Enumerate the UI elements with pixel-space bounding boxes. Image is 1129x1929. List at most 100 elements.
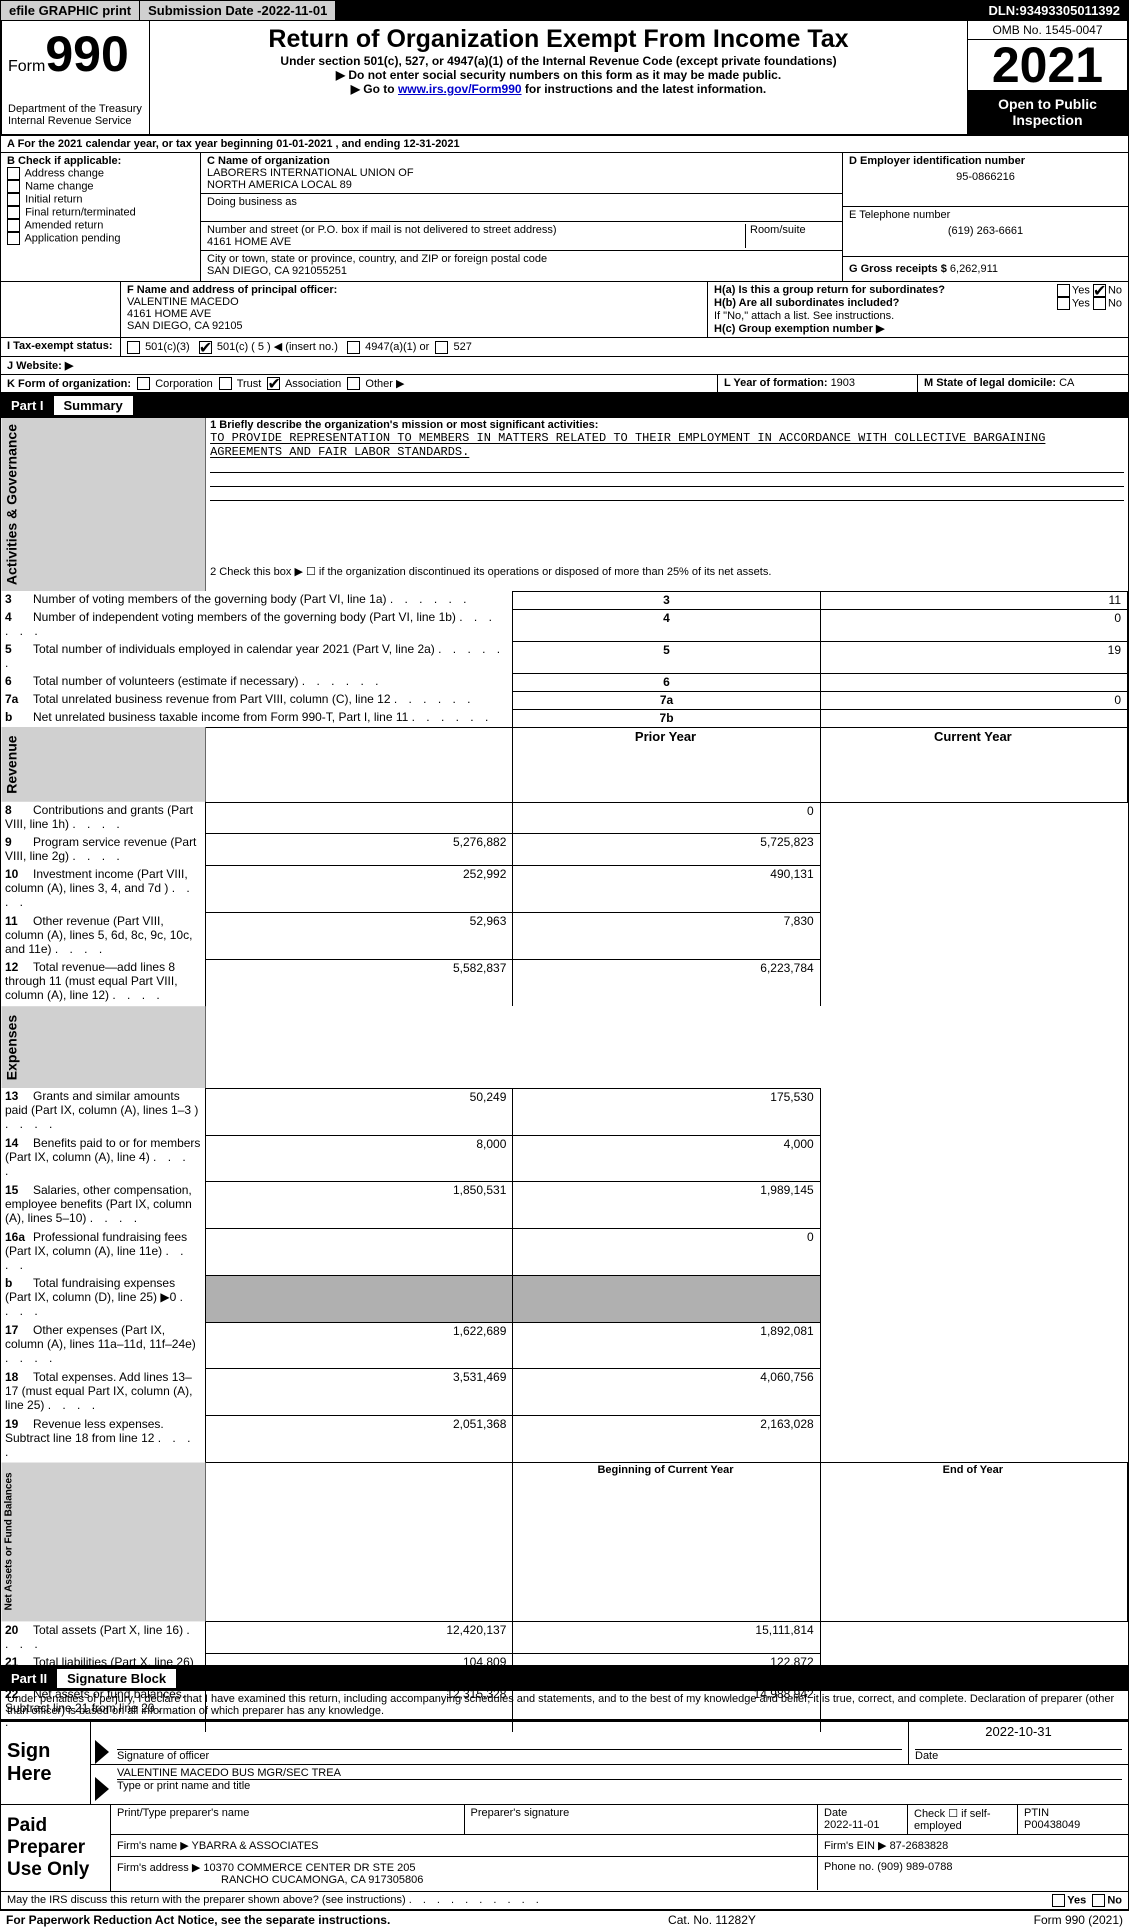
firm-ein: 87-2683828 [890,1840,949,1852]
ein-label: D Employer identification number [849,155,1122,167]
form-header: Form990 Department of the Treasury Inter… [0,21,1129,136]
501c-checkbox[interactable] [199,341,212,354]
print-link[interactable]: print [102,3,131,18]
b-checkbox[interactable] [7,232,20,245]
form-word: Form [8,58,45,75]
tax-year: 2021 [968,40,1127,90]
summary-line-label: 16aProfessional fundraising fees (Part I… [1,1229,206,1276]
prior-year-value: 2,051,368 [206,1416,513,1463]
b-item-label: Application pending [24,232,120,244]
officer-city: SAN DIEGO, CA 92105 [127,320,701,332]
vtab-activities: Activities & Governance [1,418,206,591]
summary-line-label: 6Total number of volunteers (estimate if… [1,673,513,691]
submission-date-cell: Submission Date - 2022-11-01 [140,1,336,20]
prior-year-value [206,1275,513,1322]
ha-no-checkbox[interactable] [1093,284,1106,297]
prep-sig-label: Preparer's signature [465,1805,819,1834]
pt-name-label: Print/Type preparer's name [111,1805,465,1834]
b-checkbox[interactable] [7,206,20,219]
part1-title: Summary [54,396,133,415]
line2-text: 2 Check this box ▶ ☐ if the organization… [206,564,1128,591]
summary-line-label: bNet unrelated business taxable income f… [1,709,513,727]
b-checkbox[interactable] [7,167,20,180]
period-row: A For the 2021 calendar year, or tax yea… [0,136,1129,153]
prior-year-value: 1,850,531 [206,1182,513,1229]
irs-link[interactable]: www.irs.gov/Form990 [398,82,522,96]
sig-date-label: Date [915,1750,1122,1762]
subdate-label: Submission Date - [148,3,261,18]
line-number-box: 5 [513,641,820,673]
k-checkbox[interactable] [219,377,232,390]
ha-label: H(a) Is this a group return for subordin… [714,284,945,296]
hb-no-checkbox[interactable] [1093,297,1106,310]
period-pre: A For the 2021 calendar year, or tax yea… [7,138,276,150]
current-year-value: 6,223,784 [513,959,820,1006]
efile-text: efile GRAPHIC [9,3,99,18]
summary-line-label: 19Revenue less expenses. Subtract line 1… [1,1416,206,1463]
firm-addr-label: Firm's address ▶ [117,1862,203,1874]
current-year-value: 0 [513,802,820,834]
current-year-value: 4,060,756 [513,1369,820,1416]
vtab-expenses: Expenses [1,1006,206,1088]
prior-year-value: 52,963 [206,913,513,960]
page-footer: For Paperwork Reduction Act Notice, see … [0,1910,1129,1929]
current-year-value: 122,872 [513,1654,820,1686]
current-year-value: 2,163,028 [513,1416,820,1463]
summary-block: Activities & Governance 1 Briefly descri… [0,418,1129,1666]
prior-year-value: 12,420,137 [206,1622,513,1654]
street-label: Number and street (or P.O. box if mail i… [207,224,741,236]
gross-label: G Gross receipts $ [849,263,950,275]
summary-line-label: 17Other expenses (Part IX, column (A), l… [1,1322,206,1369]
k-opt-label: Other ▶ [365,378,404,390]
summary-line-label: 18Total expenses. Add lines 13–17 (must … [1,1369,206,1416]
b-checkbox[interactable] [7,219,20,232]
line-value: 0 [820,691,1127,709]
org-name-1: LABORERS INTERNATIONAL UNION OF [207,167,836,179]
current-year-value: 5,725,823 [513,834,820,866]
current-year-value: 490,131 [513,866,820,913]
dba-label: Doing business as [207,196,836,208]
paid-preparer-label: Paid Preparer Use Only [1,1805,111,1891]
discuss-yes-checkbox[interactable] [1052,1894,1065,1907]
summary-line-label: 13Grants and similar amounts paid (Part … [1,1088,206,1135]
klm-row: K Form of organization: Corporation Trus… [0,375,1129,394]
top-action-bar: efile GRAPHIC print Submission Date - 20… [0,0,1129,21]
k-checkbox[interactable] [347,377,360,390]
entity-block: B Check if applicable: Address change Na… [0,153,1129,282]
part1-label: Part I [11,396,54,415]
4947-checkbox[interactable] [347,341,360,354]
hdr-bcy: Beginning of Current Year [513,1462,820,1621]
phone-value: (619) 263-6661 [849,225,1122,237]
form-title: Return of Organization Exempt From Incom… [156,25,961,54]
hb-yes-checkbox[interactable] [1057,297,1070,310]
summary-line-label: 10Investment income (Part VIII, column (… [1,866,206,913]
prior-year-value: 3,531,469 [206,1369,513,1416]
prep-date: 2022-11-01 [824,1819,879,1831]
current-year-value: 175,530 [513,1088,820,1135]
firm-phone: (909) 989-0788 [877,1861,952,1873]
k-opt-label: Corporation [155,378,212,390]
summary-line-label: 3Number of voting members of the governi… [1,591,513,609]
hdr-eoy: End of Year [820,1462,1127,1621]
discuss-no-checkbox[interactable] [1092,1894,1105,1907]
officer-name-value: VALENTINE MACEDO BUS MGR/SEC TREA [117,1767,1122,1779]
k-checkbox[interactable] [267,377,280,390]
527-checkbox[interactable] [435,341,448,354]
summary-line-label: 8Contributions and grants (Part VIII, li… [1,802,206,834]
org-name-2: NORTH AMERICA LOCAL 89 [207,179,836,191]
line-number-box: 3 [513,591,820,609]
city-label: City or town, state or province, country… [207,253,836,265]
part1-header: Part I Summary [0,393,1129,418]
m-label: M State of legal domicile: [924,377,1059,389]
form-number: 990 [45,26,128,82]
hdr-current: Current Year [820,727,1127,802]
i-label: I Tax-exempt status: [1,338,121,356]
k-checkbox[interactable] [137,377,150,390]
b-checkbox[interactable] [7,193,20,206]
b-checkbox[interactable] [7,180,20,193]
section-d: D Employer identification number 95-0866… [843,153,1128,281]
phone-label: E Telephone number [849,209,1122,221]
501c3-checkbox[interactable] [127,341,140,354]
irs-label: Internal Revenue Service [8,115,143,127]
ha-yes-checkbox[interactable] [1057,284,1070,297]
